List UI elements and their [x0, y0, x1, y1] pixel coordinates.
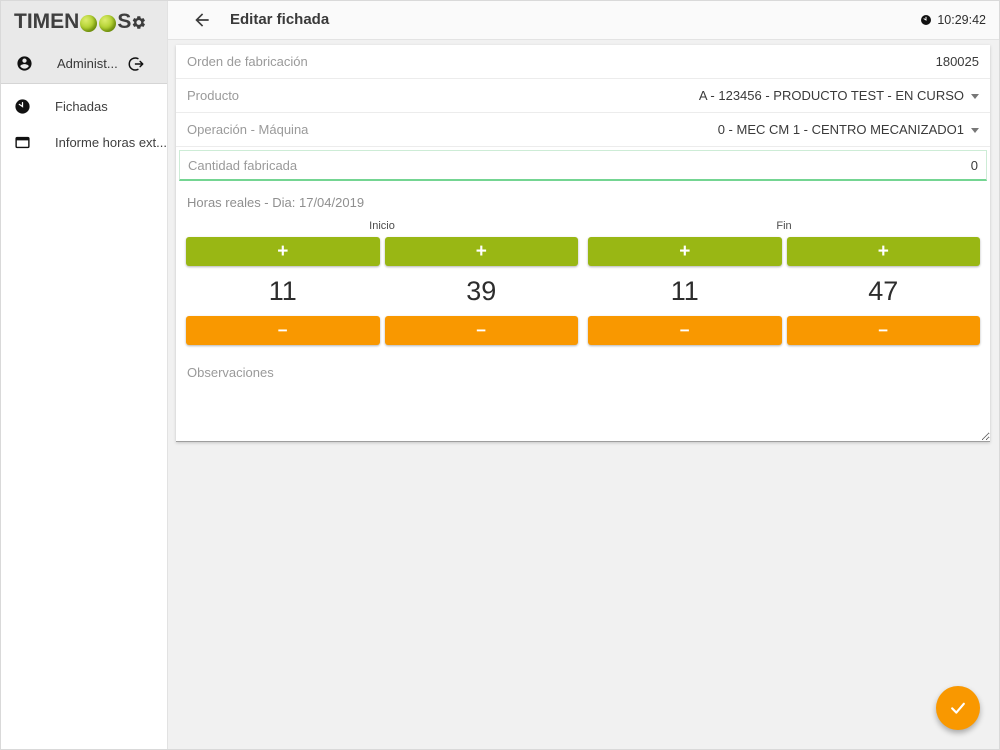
user-name: Administ... [57, 56, 118, 71]
decrement-button[interactable]: − [186, 316, 380, 345]
clock-icon [15, 98, 30, 114]
field-label: Cantidad fabricada [188, 157, 298, 173]
sidebar-item-informe-horas[interactable]: Informe horas ext... [0, 124, 167, 160]
back-arrow-icon[interactable] [192, 10, 212, 30]
increment-button[interactable]: + [384, 237, 578, 266]
field-value: 0 - MEC CM 1 - CENTRO MECANIZADO1 [718, 122, 979, 137]
stepper-inicio-hours: + 11 − [186, 237, 380, 345]
sidebar-item-label: Informe horas ext... [55, 134, 167, 150]
stepper-group-inicio: Inicio + 11 − + 39 − [186, 220, 578, 345]
small-clock-icon [921, 14, 932, 25]
stepper-fin-minutes: + 47 − [786, 237, 980, 345]
app-bar: Editar fichada 10:29:42 [168, 0, 1000, 40]
stepper-value: 47 [868, 276, 899, 306]
select-operacion-maquina[interactable]: Operación - Máquina 0 - MEC CM 1 - CENTR… [176, 113, 990, 147]
field-value: 0 [970, 157, 978, 173]
increment-button[interactable]: + [186, 237, 380, 266]
account-circle-icon [17, 56, 32, 71]
dropdown-caret-icon [971, 128, 979, 133]
observations-textarea[interactable] [176, 356, 990, 442]
logo-text-prefix: TIMEN [14, 10, 80, 33]
select-value: A - 123456 - PRODUCTO TEST - EN CURSO [698, 88, 964, 103]
sidebar-menu: Fichadas Informe horas ext... [0, 84, 167, 160]
hours-section-title: Horas reales - Dia: 17/04/2019 [187, 195, 365, 210]
field-label: Orden de fabricación [187, 54, 308, 69]
time-value: 10:29:42 [937, 12, 986, 27]
logo-ball-icon [99, 14, 117, 32]
app-logo: TIMEN S [14, 10, 131, 34]
field-value: 180025 [935, 54, 979, 69]
increment-button[interactable]: + [588, 237, 782, 266]
sidebar-item-fichadas[interactable]: Fichadas [0, 88, 167, 124]
dropdown-caret-icon [971, 94, 979, 99]
stepper-inicio-minutes: + 39 − [384, 237, 578, 345]
window-icon [15, 136, 30, 148]
sidebar-header: TIMEN S Administ... [0, 0, 167, 84]
logout-icon[interactable] [127, 55, 145, 73]
stepper-group-fin: Fin + 11 − + 47 − [588, 220, 980, 345]
group-label: Fin [776, 220, 792, 232]
edit-fichada-card: Orden de fabricación 180025 Producto A -… [176, 45, 990, 442]
group-label: Inicio [369, 220, 395, 232]
stepper-value: 39 [466, 276, 497, 306]
observations-section [176, 356, 990, 442]
confirm-fab-button[interactable] [936, 686, 980, 730]
logo-text-suffix: S [117, 10, 132, 33]
decrement-button[interactable]: − [786, 316, 980, 345]
sidebar: TIMEN S Administ... [0, 0, 168, 750]
check-icon [951, 702, 965, 714]
user-row[interactable]: Administ... [0, 44, 167, 83]
select-value: 0 - MEC CM 1 - CENTRO MECANIZADO1 [717, 122, 964, 137]
increment-button[interactable]: + [786, 237, 980, 266]
cantidad-fabricada-input[interactable]: Cantidad fabricada 0 [179, 150, 987, 181]
field-orden-fabricacion[interactable]: Orden de fabricación 180025 [176, 45, 990, 79]
select-producto[interactable]: Producto A - 123456 - PRODUCTO TEST - EN… [176, 79, 990, 113]
stepper-value: 11 [670, 276, 699, 306]
decrement-button[interactable]: − [588, 316, 782, 345]
stepper-value: 11 [268, 276, 297, 306]
page-title: Editar fichada [230, 11, 330, 28]
field-value: A - 123456 - PRODUCTO TEST - EN CURSO [699, 88, 979, 103]
decrement-button[interactable]: − [384, 316, 578, 345]
current-time: 10:29:42 [920, 13, 986, 27]
logo-ball-icon [80, 14, 98, 32]
field-label: Producto [187, 88, 240, 103]
sidebar-item-label: Fichadas [55, 98, 108, 114]
stepper-fin-hours: + 11 − [588, 237, 782, 345]
settings-gear-icon[interactable] [131, 13, 147, 32]
field-label: Operación - Máquina [187, 122, 309, 137]
time-steppers: Inicio + 11 − + 39 − Fin + 11 [176, 210, 990, 345]
